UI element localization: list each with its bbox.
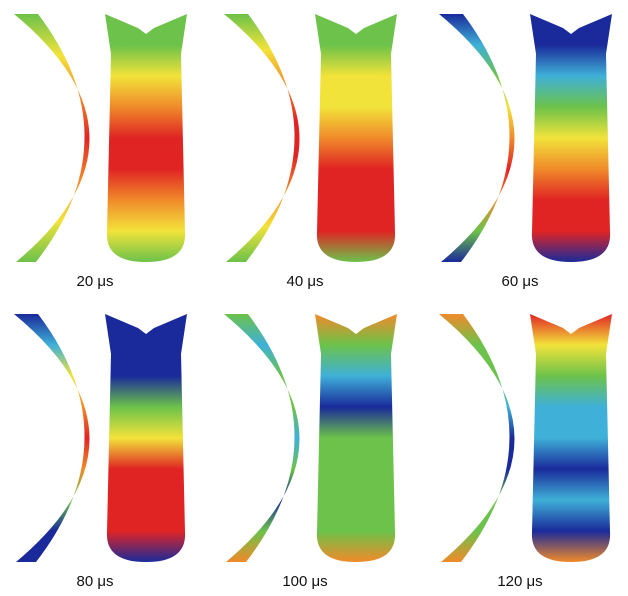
front-view: [530, 14, 612, 262]
front-view: [105, 314, 187, 562]
front-view: [530, 314, 612, 562]
side-view: [224, 314, 300, 562]
time-label: 20 μs: [77, 273, 114, 290]
front-view: [315, 14, 397, 262]
front-view: [105, 14, 187, 262]
time-label: 120 μs: [497, 573, 542, 590]
front-view: [315, 314, 397, 562]
side-view: [14, 14, 90, 262]
side-view: [439, 314, 515, 562]
time-label: 80 μs: [77, 573, 114, 590]
side-view: [14, 314, 90, 562]
side-view: [439, 14, 515, 262]
time-label: 60 μs: [502, 273, 539, 290]
side-view: [224, 14, 300, 262]
time-label: 100 μs: [282, 573, 327, 590]
figure: 20 μs 40 μs 60 μs 80 μs 100 μs 120 μs: [0, 0, 628, 596]
time-label: 40 μs: [287, 273, 324, 290]
